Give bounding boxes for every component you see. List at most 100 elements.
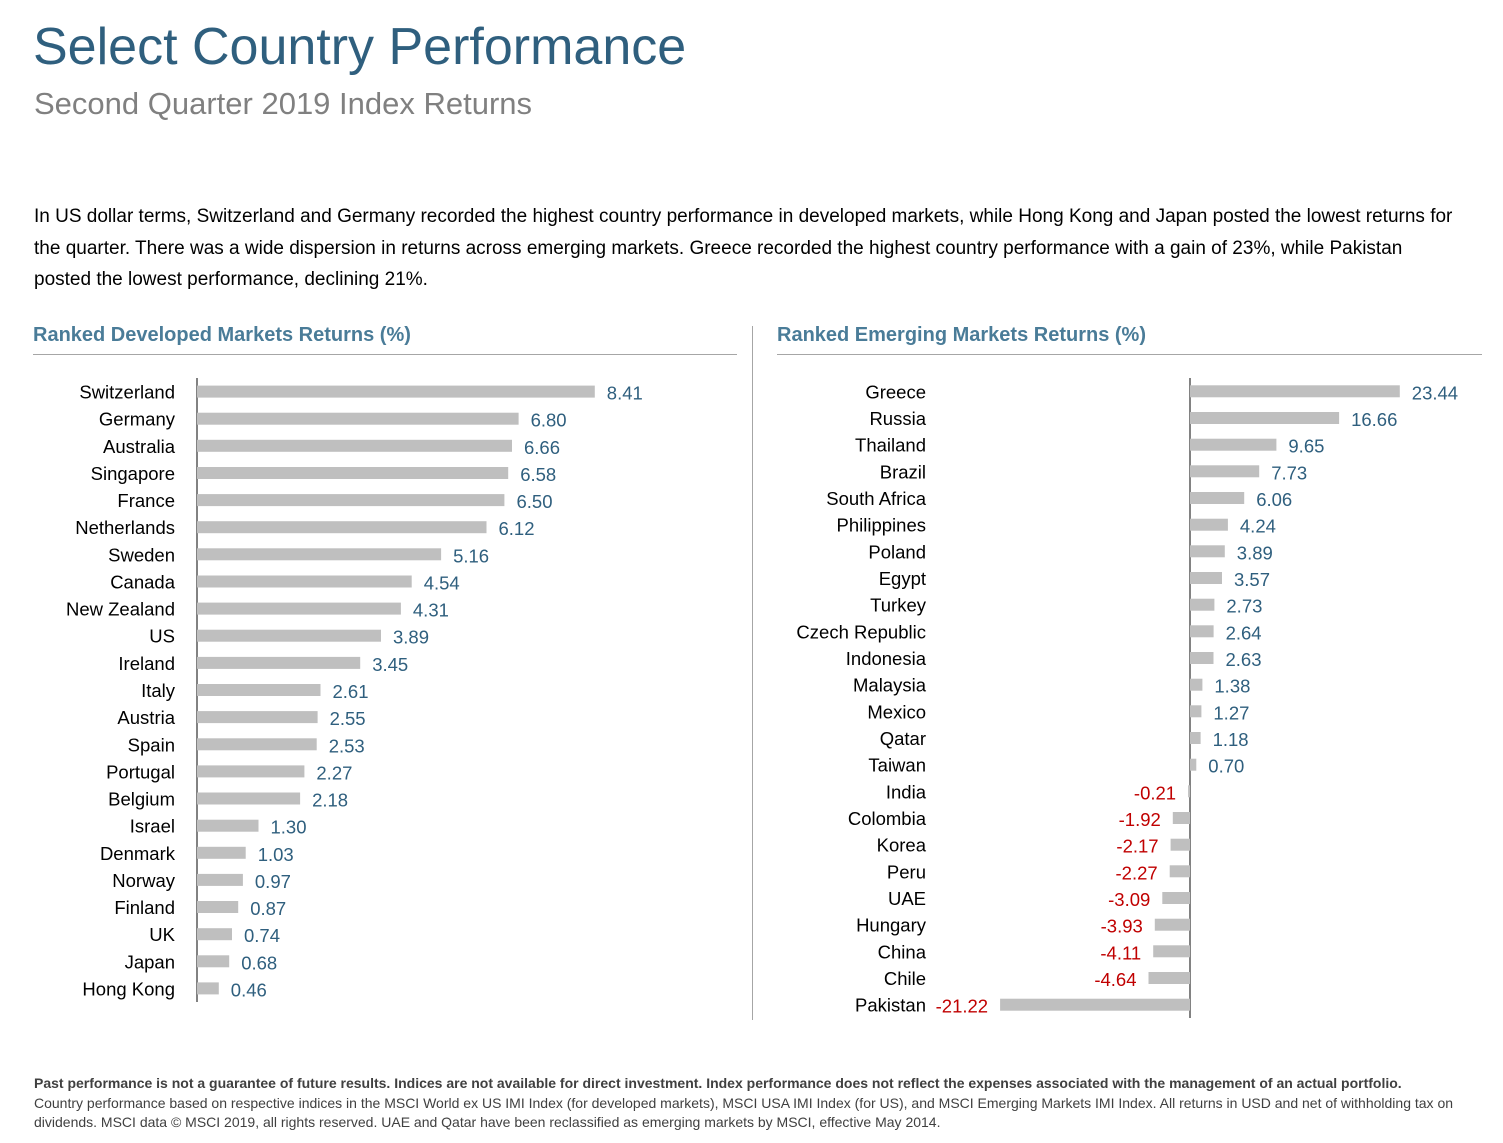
developed-markets-heading: Ranked Developed Markets Returns (%)	[33, 324, 411, 346]
chart-emerging-bar	[1172, 812, 1190, 824]
chart-developed-category-label: Canada	[110, 572, 176, 593]
chart-emerging-value-label: -2.17	[1116, 836, 1158, 857]
chart-developed-value-label: 6.58	[520, 464, 556, 485]
chart-emerging-value-label: 3.57	[1234, 569, 1270, 590]
chart-developed-category-label: Australia	[103, 436, 176, 457]
chart-emerging-bar	[1190, 465, 1260, 478]
chart-emerging-category-label: Mexico	[867, 701, 926, 722]
chart-developed-bar	[197, 846, 246, 859]
chart-emerging-value-label: -21.22	[936, 996, 988, 1017]
chart-emerging-bar	[1153, 945, 1190, 958]
chart-developed-category-label: Japan	[125, 951, 175, 972]
chart-emerging-value-label: 16.66	[1351, 409, 1397, 430]
page-title: Select Country Performance	[33, 18, 687, 76]
chart-emerging-bar	[1190, 625, 1214, 638]
chart-emerging-category-label: Taiwan	[868, 755, 926, 776]
chart-emerging-category-label: Chile	[884, 968, 926, 989]
chart-developed-category-label: Spain	[128, 734, 175, 755]
chart-developed-category-label: Austria	[117, 707, 175, 728]
chart-emerging-category-label: Greece	[865, 381, 926, 402]
chart-developed-bar	[197, 711, 318, 724]
chart-developed-value-label: 0.74	[244, 925, 280, 946]
footnote-disclaimer: Past performance is not a guarantee of f…	[34, 1075, 1402, 1091]
chart-emerging-value-label: -4.11	[1100, 942, 1141, 963]
chart-emerging-value-label: 2.63	[1226, 649, 1262, 670]
chart-developed-bar	[197, 575, 412, 588]
chart-emerging-bar	[1190, 758, 1197, 771]
chart-emerging-value-label: 1.38	[1214, 676, 1250, 697]
chart-developed-bar	[197, 548, 442, 561]
chart-developed-category-label: Switzerland	[79, 382, 175, 403]
chart-emerging-bar	[1190, 385, 1400, 398]
chart-developed-category-label: Norway	[112, 870, 175, 891]
chart-emerging-bar	[1190, 518, 1228, 531]
chart-emerging-value-label: -2.27	[1116, 862, 1158, 883]
chart-emerging-category-label: India	[886, 781, 927, 802]
panel-divider	[752, 326, 753, 1020]
chart-emerging-value-label: 1.18	[1213, 729, 1249, 750]
chart-emerging-bar	[1190, 652, 1214, 664]
chart-emerging-value-label: 4.24	[1240, 516, 1276, 537]
chart-developed-bar	[197, 792, 301, 805]
chart-developed-bar	[197, 521, 487, 534]
chart-emerging-category-label: Peru	[887, 861, 926, 882]
chart-emerging-value-label: 9.65	[1288, 436, 1324, 457]
developed-heading-rule	[33, 354, 737, 355]
chart-emerging-bar	[1154, 918, 1190, 931]
chart-emerging-category-label: Indonesia	[846, 648, 927, 669]
chart-developed-bar	[197, 656, 361, 669]
chart-developed-category-label: Germany	[99, 409, 176, 430]
chart-emerging-category-label: Poland	[868, 541, 926, 562]
chart-developed-value-label: 0.97	[255, 871, 291, 892]
chart-emerging-value-label: -4.64	[1094, 969, 1136, 990]
chart-developed-value-label: 4.54	[424, 573, 460, 594]
chart-emerging-category-label: Russia	[869, 408, 926, 429]
chart-developed-category-label: Israel	[130, 816, 175, 837]
chart-developed-value-label: 3.89	[393, 627, 429, 648]
chart-developed-category-label: Singapore	[91, 463, 175, 484]
chart-developed-category-label: Sweden	[108, 544, 175, 565]
chart-developed-bar	[197, 412, 519, 425]
chart-emerging-bar	[1170, 838, 1190, 851]
chart-emerging-category-label: Philippines	[837, 515, 926, 536]
chart-developed-bar	[197, 765, 305, 778]
emerging-heading-rule	[777, 354, 1482, 355]
chart-emerging-bar	[1190, 705, 1202, 718]
chart-emerging-value-label: 2.64	[1226, 622, 1262, 643]
chart-developed-bar	[197, 982, 219, 995]
intro-paragraph: In US dollar terms, Switzerland and Germ…	[34, 206, 1453, 290]
chart-developed-value-label: 4.31	[413, 600, 449, 621]
chart-emerging-value-label: 2.73	[1226, 596, 1262, 617]
chart-developed-value-label: 6.66	[524, 437, 560, 458]
chart-developed-category-label: Portugal	[106, 761, 175, 782]
chart-emerging-bar	[1190, 438, 1277, 451]
chart-emerging-bar	[1162, 892, 1190, 904]
chart-developed-bar	[197, 494, 505, 507]
chart-developed-category-label: Netherlands	[75, 517, 175, 538]
chart-developed-value-label: 6.12	[499, 518, 535, 539]
chart-emerging-value-label: -1.92	[1119, 809, 1161, 830]
chart-developed-value-label: 5.16	[453, 545, 489, 566]
chart-emerging-category-label: Korea	[877, 835, 927, 856]
chart-emerging-value-label: 7.73	[1271, 462, 1307, 483]
chart-emerging-bar	[1000, 998, 1190, 1011]
chart-developed-value-label: 1.03	[258, 844, 294, 865]
chart-developed-bar	[197, 684, 321, 696]
chart-developed-category-label: Italy	[141, 680, 176, 701]
chart-developed-value-label: 0.68	[241, 952, 277, 973]
chart-developed-bar	[197, 955, 230, 968]
chart-developed-category-label: Ireland	[118, 653, 175, 674]
chart-developed-bar	[197, 738, 317, 751]
chart-emerging-category-label: Thailand	[855, 435, 926, 456]
chart-emerging-category-label: South Africa	[826, 488, 926, 509]
chart-developed-value-label: 2.61	[333, 681, 369, 702]
chart-developed-category-label: US	[149, 626, 175, 647]
chart-developed-value-label: 2.18	[312, 790, 348, 811]
chart-developed-bar	[197, 467, 509, 479]
page-subtitle: Second Quarter 2019 Index Returns	[34, 86, 533, 121]
chart-emerging-category-label: Czech Republic	[796, 621, 926, 642]
chart-emerging-value-label: 3.89	[1237, 542, 1273, 563]
chart-emerging-value-label: -3.93	[1101, 916, 1143, 937]
chart-emerging-category-label: Egypt	[879, 568, 926, 589]
chart-emerging-category-label: Turkey	[870, 595, 927, 616]
